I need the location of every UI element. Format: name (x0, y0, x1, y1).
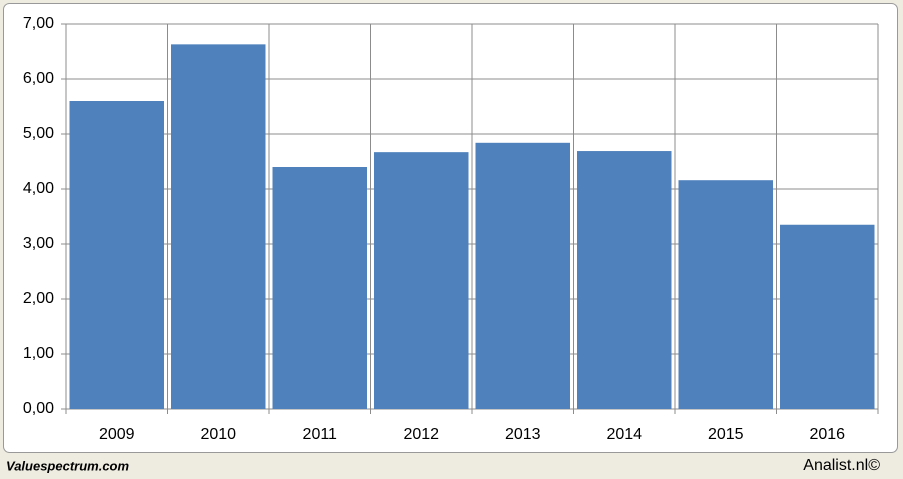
y-tick-label: 2,00 (23, 290, 54, 307)
x-tick-label: 2013 (505, 426, 541, 443)
bar (171, 44, 266, 409)
y-tick-label: 0,00 (23, 400, 54, 417)
x-tick-label: 2011 (303, 426, 338, 443)
x-tick-label: 2012 (403, 426, 439, 443)
y-tick-label: 6,00 (23, 70, 54, 87)
bar (678, 180, 773, 409)
x-tick-label: 2010 (200, 426, 236, 443)
y-tick-label: 5,00 (23, 125, 54, 142)
bar (780, 224, 875, 409)
bar (374, 152, 469, 409)
x-tick-label: 2015 (708, 426, 744, 443)
footer-right: Analist.nl© (803, 457, 880, 474)
y-tick-label: 1,00 (23, 345, 54, 362)
y-tick-label: 3,00 (23, 235, 54, 252)
y-tick-label: 7,00 (23, 15, 54, 32)
bar (577, 151, 672, 410)
footer-left: Valuespectrum.com (6, 458, 130, 473)
bar (475, 142, 570, 410)
x-tick-label: 2014 (606, 426, 642, 443)
bar (272, 167, 367, 409)
x-tick-label: 2009 (99, 426, 135, 443)
y-tick-label: 4,00 (23, 180, 54, 197)
x-tick-label: 2016 (809, 426, 845, 443)
bar (69, 101, 164, 409)
